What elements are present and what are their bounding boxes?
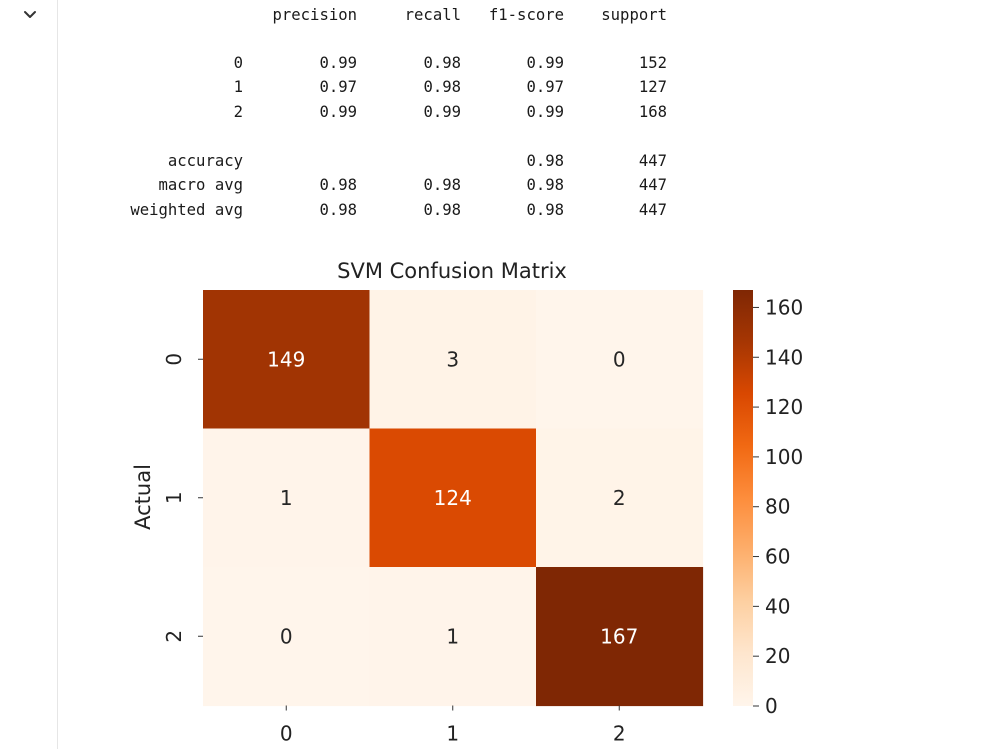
cell-value-label: 1: [280, 486, 293, 510]
report-cell-f1: 0.99: [526, 103, 564, 121]
heatmap-cell: [369, 290, 537, 430]
report-row-label: accuracy: [167, 152, 243, 170]
report-cell-precision: 0.97: [319, 78, 357, 96]
colorbar-tick-label: 0: [765, 694, 778, 718]
report-cell-f1: 0.99: [526, 54, 564, 72]
report-header-precision: precision: [272, 6, 358, 24]
y-tick-label: 2: [162, 630, 186, 643]
report-cell-support: 447: [638, 152, 667, 170]
report-header-f1-score: f1-score: [488, 6, 564, 24]
report-row-label: 2: [233, 103, 243, 121]
report-header-recall: recall: [404, 6, 461, 24]
classification-report: precision recall f1-score support 0 0.99…: [0, 0, 1000, 240]
report-cell-support: 447: [638, 176, 667, 194]
cell-value-label: 1: [446, 624, 459, 648]
y-axis-ticks: 0 1 2: [162, 353, 203, 643]
colorbar-tick-label: 60: [765, 545, 790, 569]
y-tick-label: 1: [162, 491, 186, 504]
cell-value-label: 3: [446, 347, 459, 371]
cell-value-label: 0: [613, 347, 626, 371]
cell-value-label: 167: [600, 624, 638, 648]
report-cell-f1: 0.97: [526, 78, 564, 96]
colorbar-tick-label: 140: [765, 345, 803, 369]
report-cell-precision: 0.99: [319, 103, 357, 121]
report-header-support: support: [601, 6, 667, 24]
colorbar-tick-label: 120: [765, 395, 803, 419]
report-cell-support: 447: [638, 201, 667, 219]
report-cell-support: 152: [638, 54, 667, 72]
x-tick-label: 0: [280, 722, 293, 746]
report-cell-recall: 0.99: [423, 103, 461, 121]
report-cell-recall: 0.98: [423, 78, 461, 96]
heatmap-cell: [369, 428, 537, 568]
report-row-label: 0: [233, 54, 243, 72]
report-row-label: 1: [233, 78, 243, 96]
report-cell-f1: 0.98: [526, 176, 564, 194]
report-cell-recall: 0.98: [423, 54, 461, 72]
report-cell-f1: 0.98: [526, 152, 564, 170]
x-tick-label: 1: [446, 722, 459, 746]
cell-value-label: 149: [267, 347, 305, 371]
report-cell-precision: 0.99: [319, 54, 357, 72]
colorbar-tick-label: 80: [765, 495, 790, 519]
x-tick-label: 2: [613, 722, 626, 746]
x-axis-ticks: 0 1 2: [280, 705, 626, 746]
chevron-down-icon: [24, 11, 36, 18]
cell-gutter: [0, 0, 58, 749]
colorbar-tick-label: 40: [765, 594, 790, 618]
heatmap-cells: [203, 290, 704, 707]
heatmap-cell: [203, 567, 371, 707]
report-cell-precision: 0.98: [319, 201, 357, 219]
report-row-label: macro avg: [158, 176, 244, 194]
heatmap-cell: [536, 428, 704, 568]
colorbar-tick-label: 100: [765, 445, 803, 469]
report-cell-support: 127: [638, 78, 667, 96]
report-cell-f1: 0.98: [526, 201, 564, 219]
heatmap-cell: [203, 428, 371, 568]
report-row-label: weighted avg: [130, 201, 243, 219]
collapse-output-button[interactable]: [20, 4, 40, 24]
heatmap-cell: [536, 567, 704, 707]
heatmap-cell: [536, 290, 704, 430]
colorbar-tick-label: 160: [765, 295, 803, 319]
y-tick-label: 0: [162, 353, 186, 366]
report-cell-support: 168: [638, 103, 667, 121]
report-cell-recall: 0.98: [423, 201, 461, 219]
cell-value-label: 124: [434, 486, 472, 510]
heatmap-cell: [369, 567, 537, 707]
report-cell-recall: 0.98: [423, 176, 461, 194]
cell-value-label: 0: [280, 624, 293, 648]
colorbar: 0 20 40 60 80 100 120 140 160: [733, 290, 803, 718]
report-cell-precision: 0.98: [319, 176, 357, 194]
colorbar-tick-label: 20: [765, 644, 790, 668]
chart-title: SVM Confusion Matrix: [337, 259, 567, 283]
y-axis-label: Actual: [131, 464, 155, 530]
colorbar-gradient: [733, 290, 753, 706]
cell-labels: 149 3 0 1 124 2 0 1 167: [267, 347, 638, 648]
heatmap-cell: [203, 290, 371, 430]
cell-value-label: 2: [613, 486, 626, 510]
